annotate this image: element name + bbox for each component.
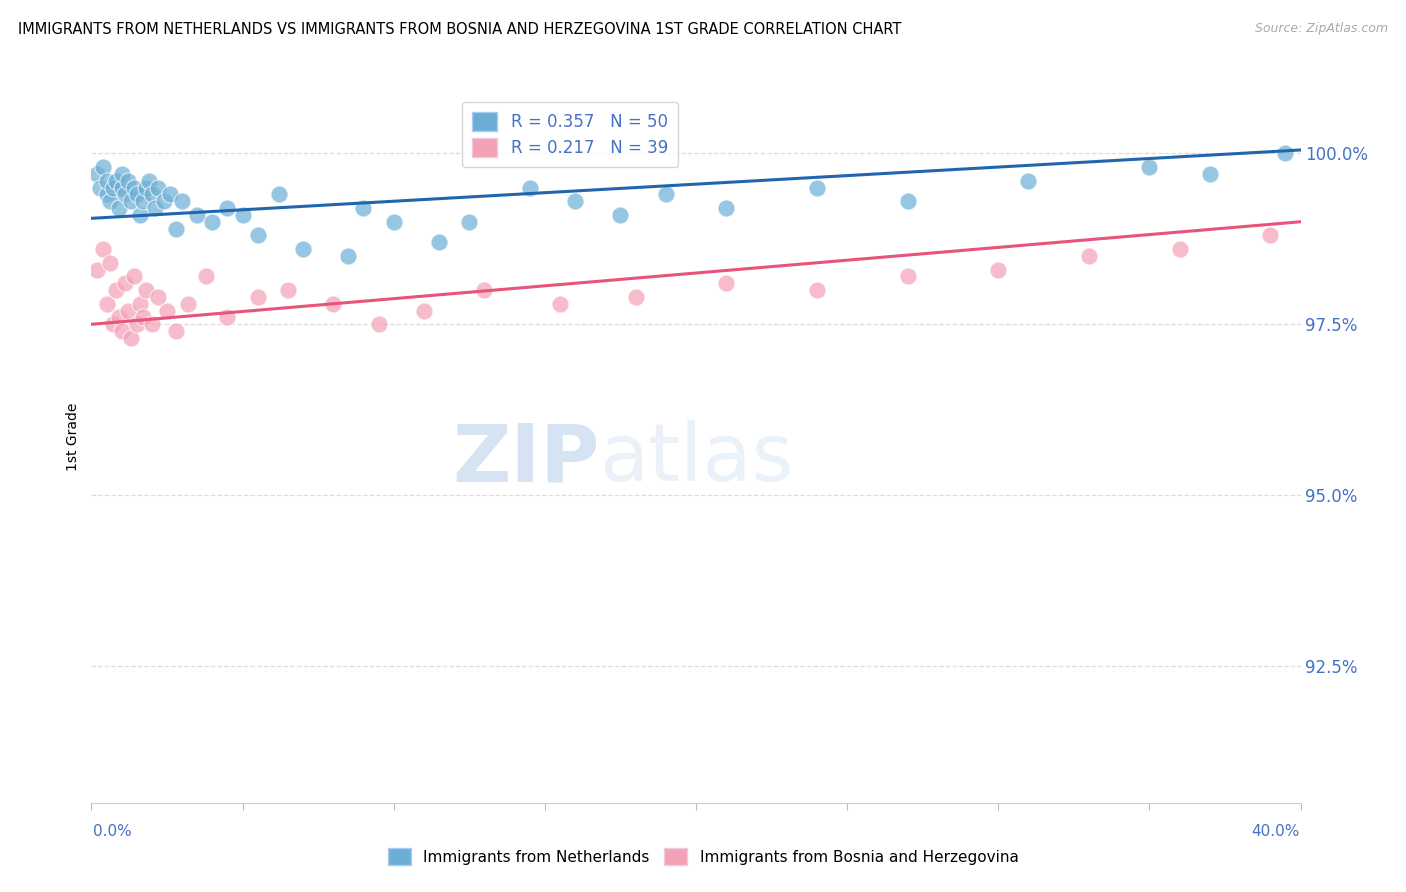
Point: [128, 297, 150, 311]
Point: [548, 297, 571, 311]
Point: [104, 283, 127, 297]
Point: [897, 194, 920, 209]
Point: [1198, 167, 1220, 181]
Point: [96, 174, 118, 188]
Text: Source: ZipAtlas.com: Source: ZipAtlas.com: [1254, 22, 1388, 36]
Point: [111, 180, 132, 194]
Point: [128, 208, 150, 222]
Point: [458, 215, 481, 229]
Point: [322, 297, 344, 311]
Point: [624, 290, 647, 304]
Point: [352, 201, 374, 215]
Point: [806, 283, 828, 297]
Point: [138, 174, 160, 188]
Point: [111, 167, 132, 181]
Point: [655, 187, 678, 202]
Point: [117, 303, 139, 318]
Point: [101, 318, 124, 332]
Point: [120, 331, 142, 345]
Text: IMMIGRANTS FROM NETHERLANDS VS IMMIGRANTS FROM BOSNIA AND HERZEGOVINA 1ST GRADE : IMMIGRANTS FROM NETHERLANDS VS IMMIGRANT…: [18, 22, 901, 37]
Point: [146, 180, 169, 194]
Point: [132, 194, 155, 209]
Point: [806, 180, 828, 194]
Point: [1078, 249, 1101, 263]
Point: [367, 318, 389, 332]
Point: [93, 242, 115, 256]
Point: [98, 256, 121, 270]
Point: [104, 174, 127, 188]
Point: [122, 269, 145, 284]
Point: [98, 194, 121, 209]
Point: [89, 180, 111, 194]
Point: [135, 180, 157, 194]
Text: 40.0%: 40.0%: [1251, 824, 1299, 838]
Point: [156, 303, 179, 318]
Point: [413, 303, 436, 318]
Point: [1274, 146, 1296, 161]
Point: [217, 201, 239, 215]
Text: ZIP: ZIP: [451, 420, 599, 498]
Point: [246, 290, 269, 304]
Point: [382, 215, 405, 229]
Point: [897, 269, 920, 284]
Point: [132, 310, 155, 325]
Point: [177, 297, 200, 311]
Point: [1139, 160, 1161, 174]
Point: [267, 187, 290, 202]
Point: [125, 187, 148, 202]
Point: [246, 228, 269, 243]
Point: [120, 194, 142, 209]
Point: [114, 187, 136, 202]
Point: [277, 283, 299, 297]
Text: atlas: atlas: [599, 420, 793, 498]
Point: [146, 290, 169, 304]
Point: [165, 221, 187, 235]
Point: [172, 194, 194, 209]
Point: [217, 310, 239, 325]
Legend: Immigrants from Netherlands, Immigrants from Bosnia and Herzegovina: Immigrants from Netherlands, Immigrants …: [381, 842, 1025, 871]
Point: [609, 208, 631, 222]
Point: [1018, 174, 1040, 188]
Text: 0.0%: 0.0%: [93, 824, 132, 838]
Point: [714, 277, 737, 291]
Point: [337, 249, 360, 263]
Point: [186, 208, 208, 222]
Point: [195, 269, 218, 284]
Point: [153, 194, 176, 209]
Point: [111, 324, 132, 338]
Point: [117, 174, 139, 188]
Point: [96, 297, 118, 311]
Point: [93, 160, 115, 174]
Point: [1305, 215, 1327, 229]
Point: [141, 318, 163, 332]
Point: [101, 180, 124, 194]
Point: [114, 277, 136, 291]
Point: [135, 283, 157, 297]
Point: [165, 324, 187, 338]
Point: [564, 194, 586, 209]
Point: [143, 201, 166, 215]
Point: [86, 262, 108, 277]
Point: [1168, 242, 1191, 256]
Point: [107, 201, 129, 215]
Point: [231, 208, 253, 222]
Point: [122, 180, 145, 194]
Point: [96, 187, 118, 202]
Point: [125, 318, 148, 332]
Point: [107, 310, 129, 325]
Legend: R = 0.357   N = 50, R = 0.217   N = 39: R = 0.357 N = 50, R = 0.217 N = 39: [463, 102, 678, 167]
Point: [159, 187, 181, 202]
Point: [201, 215, 224, 229]
Point: [714, 201, 737, 215]
Point: [141, 187, 163, 202]
Point: [519, 180, 541, 194]
Point: [1260, 228, 1282, 243]
Point: [472, 283, 495, 297]
Point: [292, 242, 315, 256]
Y-axis label: 1st Grade: 1st Grade: [66, 403, 80, 471]
Point: [427, 235, 450, 250]
Point: [987, 262, 1010, 277]
Point: [86, 167, 108, 181]
